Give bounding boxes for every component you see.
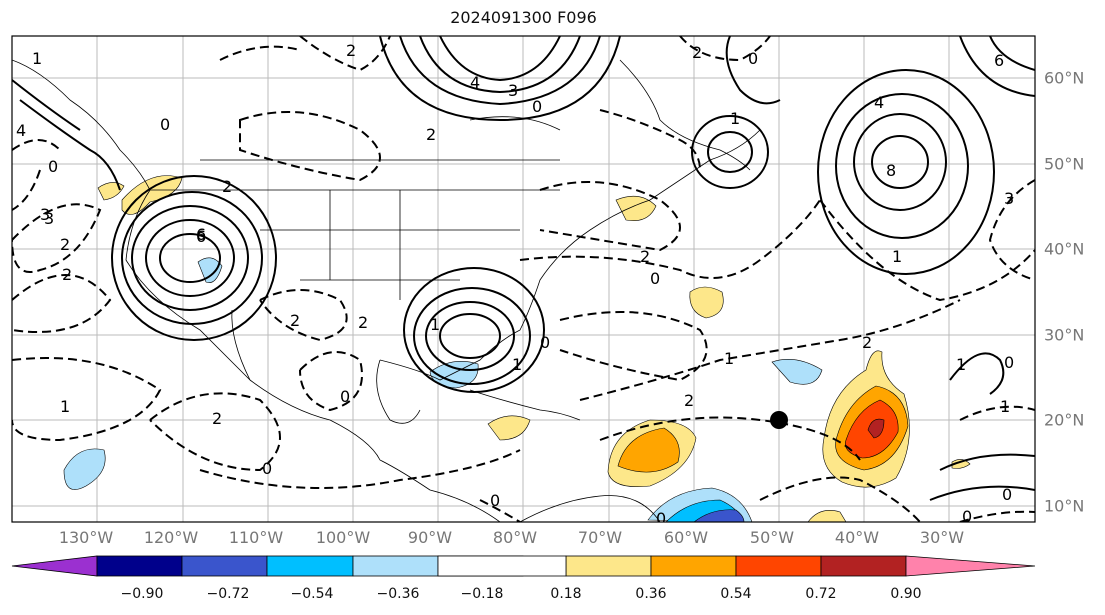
latitude-label: 50°N <box>1044 154 1085 174</box>
longitude-label: 110°W <box>228 528 284 547</box>
contour-label: 0 <box>490 491 500 510</box>
latitude-label: 40°N <box>1044 239 1085 259</box>
colorbar-tick-label: −0.18 <box>460 586 504 602</box>
longitude-label: 90°W <box>407 528 453 547</box>
contour-label: 4 <box>874 93 884 112</box>
contour-label: 2 <box>290 311 300 330</box>
latitude-label: 30°N <box>1044 325 1085 345</box>
contour-label: 1 <box>956 355 966 374</box>
map-frame <box>11 35 1036 523</box>
longitude-label: 100°W <box>315 528 371 547</box>
map-area: 1 0 4 2 6 2 3 2 4 3 0 2 1 0 6 4 8 2 1 0 … <box>12 36 1035 528</box>
contour-label: 3 <box>1004 189 1014 208</box>
dashed-contours <box>12 36 1035 522</box>
solid-contours <box>12 36 1035 501</box>
colorbar <box>11 555 1036 577</box>
contour-label: 1 <box>1000 397 1010 416</box>
contour-label: 1 <box>724 349 734 368</box>
contour-label: 3 <box>44 209 54 228</box>
contour-label: 0 <box>650 269 660 288</box>
contour-label: 2 <box>212 409 222 428</box>
longitude-label: 50°W <box>749 528 795 547</box>
contour-label: 6 <box>196 225 206 244</box>
longitude-label: 70°W <box>577 528 623 547</box>
latitude-label: 20°N <box>1044 410 1085 430</box>
contour-label: 1 <box>60 397 70 416</box>
contour-label: 0 <box>340 387 350 406</box>
colorbar-segment <box>266 555 354 577</box>
longitude-label: 120°W <box>143 528 199 547</box>
longitude-label: 130°W <box>58 528 114 547</box>
contour-label: 2 <box>640 247 650 266</box>
colorbar-tick-label: 0.90 <box>890 586 922 602</box>
contour-label: 4 <box>470 73 480 92</box>
contour-label: 1 <box>892 247 902 266</box>
colorbar-segment <box>650 555 737 577</box>
colorbar-tick-label: −0.72 <box>206 586 250 602</box>
contour-label: 0 <box>48 157 58 176</box>
contour-label: 3 <box>40 205 50 224</box>
shaded-fields <box>63 175 971 522</box>
contour-label: 1 <box>512 355 522 374</box>
colorbar-tick-label: 0.72 <box>805 586 837 602</box>
contour-label: 0 <box>262 459 272 478</box>
contour-label: 1 <box>730 109 740 128</box>
colorbar-segment <box>735 555 822 577</box>
longitude-label: 60°W <box>663 528 709 547</box>
contour-label: 0 <box>656 509 666 528</box>
contour-label: 0 <box>160 115 170 134</box>
longitude-label: 30°W <box>919 528 965 547</box>
colorbar-segment <box>181 555 268 577</box>
contour-label: 2 <box>684 391 694 410</box>
colorbar-tick-label: −0.54 <box>290 586 334 602</box>
colorbar-segment <box>96 555 183 577</box>
colorbar-segment <box>352 555 439 577</box>
colorbar-segment <box>820 555 907 577</box>
contour-label: 0 <box>962 507 972 526</box>
contour-label: 0 <box>540 333 550 352</box>
longitude-label: 40°W <box>834 528 880 547</box>
colorbar-tick-label: −0.36 <box>376 586 420 602</box>
colorbar-tick-label: 0.36 <box>635 586 667 602</box>
colorbar-segment <box>437 555 567 577</box>
colorbar-segment <box>565 555 652 577</box>
colorbar-tick-label: 0.54 <box>720 586 752 602</box>
contour-label: 2 <box>692 43 702 62</box>
colorbar-tick-label: −0.90 <box>120 586 164 602</box>
contour-label: 6 <box>994 51 1004 70</box>
contour-label: 2 <box>222 177 232 196</box>
latitude-label: 10°N <box>1044 496 1085 516</box>
colorbar-segment <box>905 555 1036 577</box>
contour-label: 2 <box>862 333 872 352</box>
contour-label: 2 <box>346 41 356 60</box>
contour-label: 2 <box>62 265 72 284</box>
contour-label: 2 <box>426 125 436 144</box>
contour-label: 2 <box>358 313 368 332</box>
contour-label: 4 <box>16 121 26 140</box>
contour-label: 0 <box>532 97 542 116</box>
contour-label: 8 <box>886 161 896 180</box>
contour-label: 6 <box>196 227 206 246</box>
longitude-label: 80°W <box>492 528 538 547</box>
latitude-label: 60°N <box>1044 68 1085 88</box>
contour-label: 0 <box>1002 485 1012 504</box>
contour-label: 0 <box>1004 353 1014 372</box>
map-title: 2024091300 F096 <box>450 8 597 27</box>
colorbar-segment <box>11 555 98 577</box>
contour-label: 1 <box>430 315 440 334</box>
colorbar-tick-label: 0.18 <box>550 586 582 602</box>
contour-label: 2 <box>60 235 70 254</box>
contour-labels: 1 0 4 2 6 2 3 2 4 3 0 2 1 0 6 4 8 2 1 0 … <box>16 41 1014 528</box>
storm-center-marker <box>770 411 788 429</box>
contour-label: 0 <box>748 49 758 68</box>
contour-label: 1 <box>32 49 42 68</box>
coastlines <box>12 59 761 522</box>
contour-label: 3 <box>508 81 518 100</box>
